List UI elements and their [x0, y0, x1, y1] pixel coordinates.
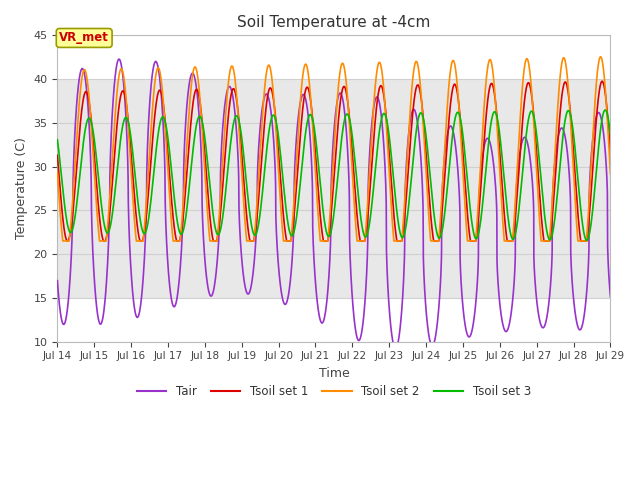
- Y-axis label: Temperature (C): Temperature (C): [15, 138, 28, 240]
- Legend: Tair, Tsoil set 1, Tsoil set 2, Tsoil set 3: Tair, Tsoil set 1, Tsoil set 2, Tsoil se…: [132, 381, 536, 403]
- Title: Soil Temperature at -4cm: Soil Temperature at -4cm: [237, 15, 431, 30]
- Bar: [58, 79, 611, 298]
- X-axis label: Time: Time: [319, 367, 349, 380]
- Text: VR_met: VR_met: [60, 32, 109, 45]
